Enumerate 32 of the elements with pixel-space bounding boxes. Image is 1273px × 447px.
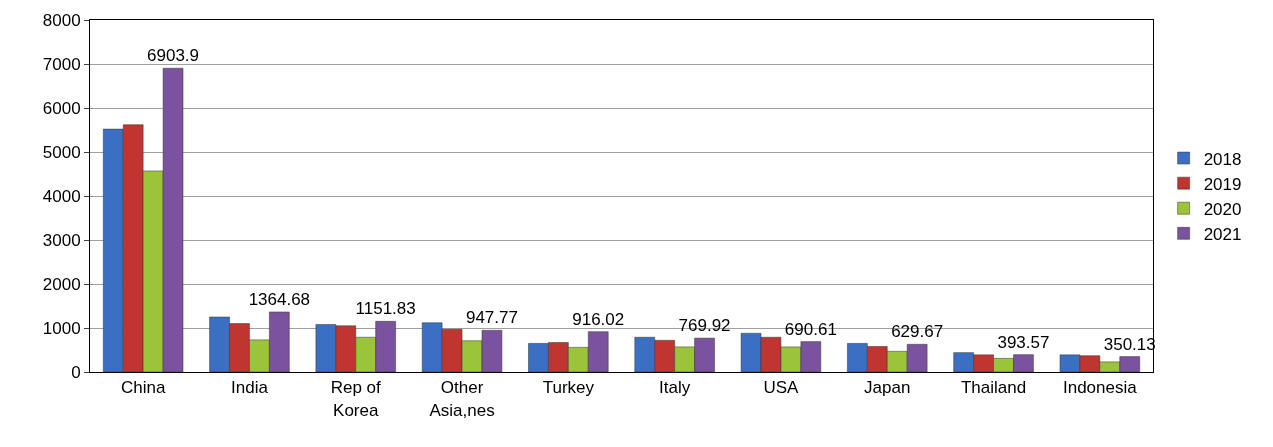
x-tick-label: Indonesia bbox=[1062, 378, 1138, 398]
x-tick-label: Other Asia,nes bbox=[429, 378, 495, 420]
y-tick-label: 8000 bbox=[42, 10, 81, 30]
x-tick-label: India bbox=[231, 378, 269, 398]
data-label: 629.67 bbox=[891, 322, 944, 342]
data-label: 916.02 bbox=[572, 309, 625, 329]
y-tick-label: 7000 bbox=[42, 54, 81, 74]
data-label: 1364.68 bbox=[248, 289, 311, 309]
x-tick-label: Turkey bbox=[542, 378, 595, 398]
y-tick-label: 1000 bbox=[42, 318, 81, 338]
x-tick-label: China bbox=[120, 378, 166, 398]
data-label: 393.57 bbox=[997, 332, 1050, 352]
x-tick-label: Rep of Korea bbox=[330, 378, 382, 420]
y-tick-label: 4000 bbox=[42, 186, 81, 206]
y-tick-label: 0 bbox=[71, 362, 81, 382]
data-label: 947.77 bbox=[465, 308, 518, 328]
x-tick-label: Thailand bbox=[960, 378, 1027, 398]
x-tick-label: Japan bbox=[864, 378, 911, 398]
legend-label: 2020 bbox=[1203, 199, 1242, 219]
x-tick-label: USA bbox=[763, 378, 800, 398]
data-label: 6903.9 bbox=[147, 46, 200, 66]
y-tick-label: 3000 bbox=[42, 230, 81, 250]
legend-label: 2018 bbox=[1203, 149, 1242, 169]
y-tick-label: 5000 bbox=[42, 142, 81, 162]
y-tick-label: 2000 bbox=[42, 274, 81, 294]
x-tick-label: Italy bbox=[659, 378, 691, 398]
legend-label: 2019 bbox=[1203, 174, 1242, 194]
y-tick-label: 6000 bbox=[42, 98, 81, 118]
data-label: 769.92 bbox=[678, 316, 731, 336]
data-label: 1151.83 bbox=[355, 299, 416, 319]
legend-label: 2021 bbox=[1203, 224, 1242, 244]
data-label: 690.61 bbox=[784, 319, 837, 339]
